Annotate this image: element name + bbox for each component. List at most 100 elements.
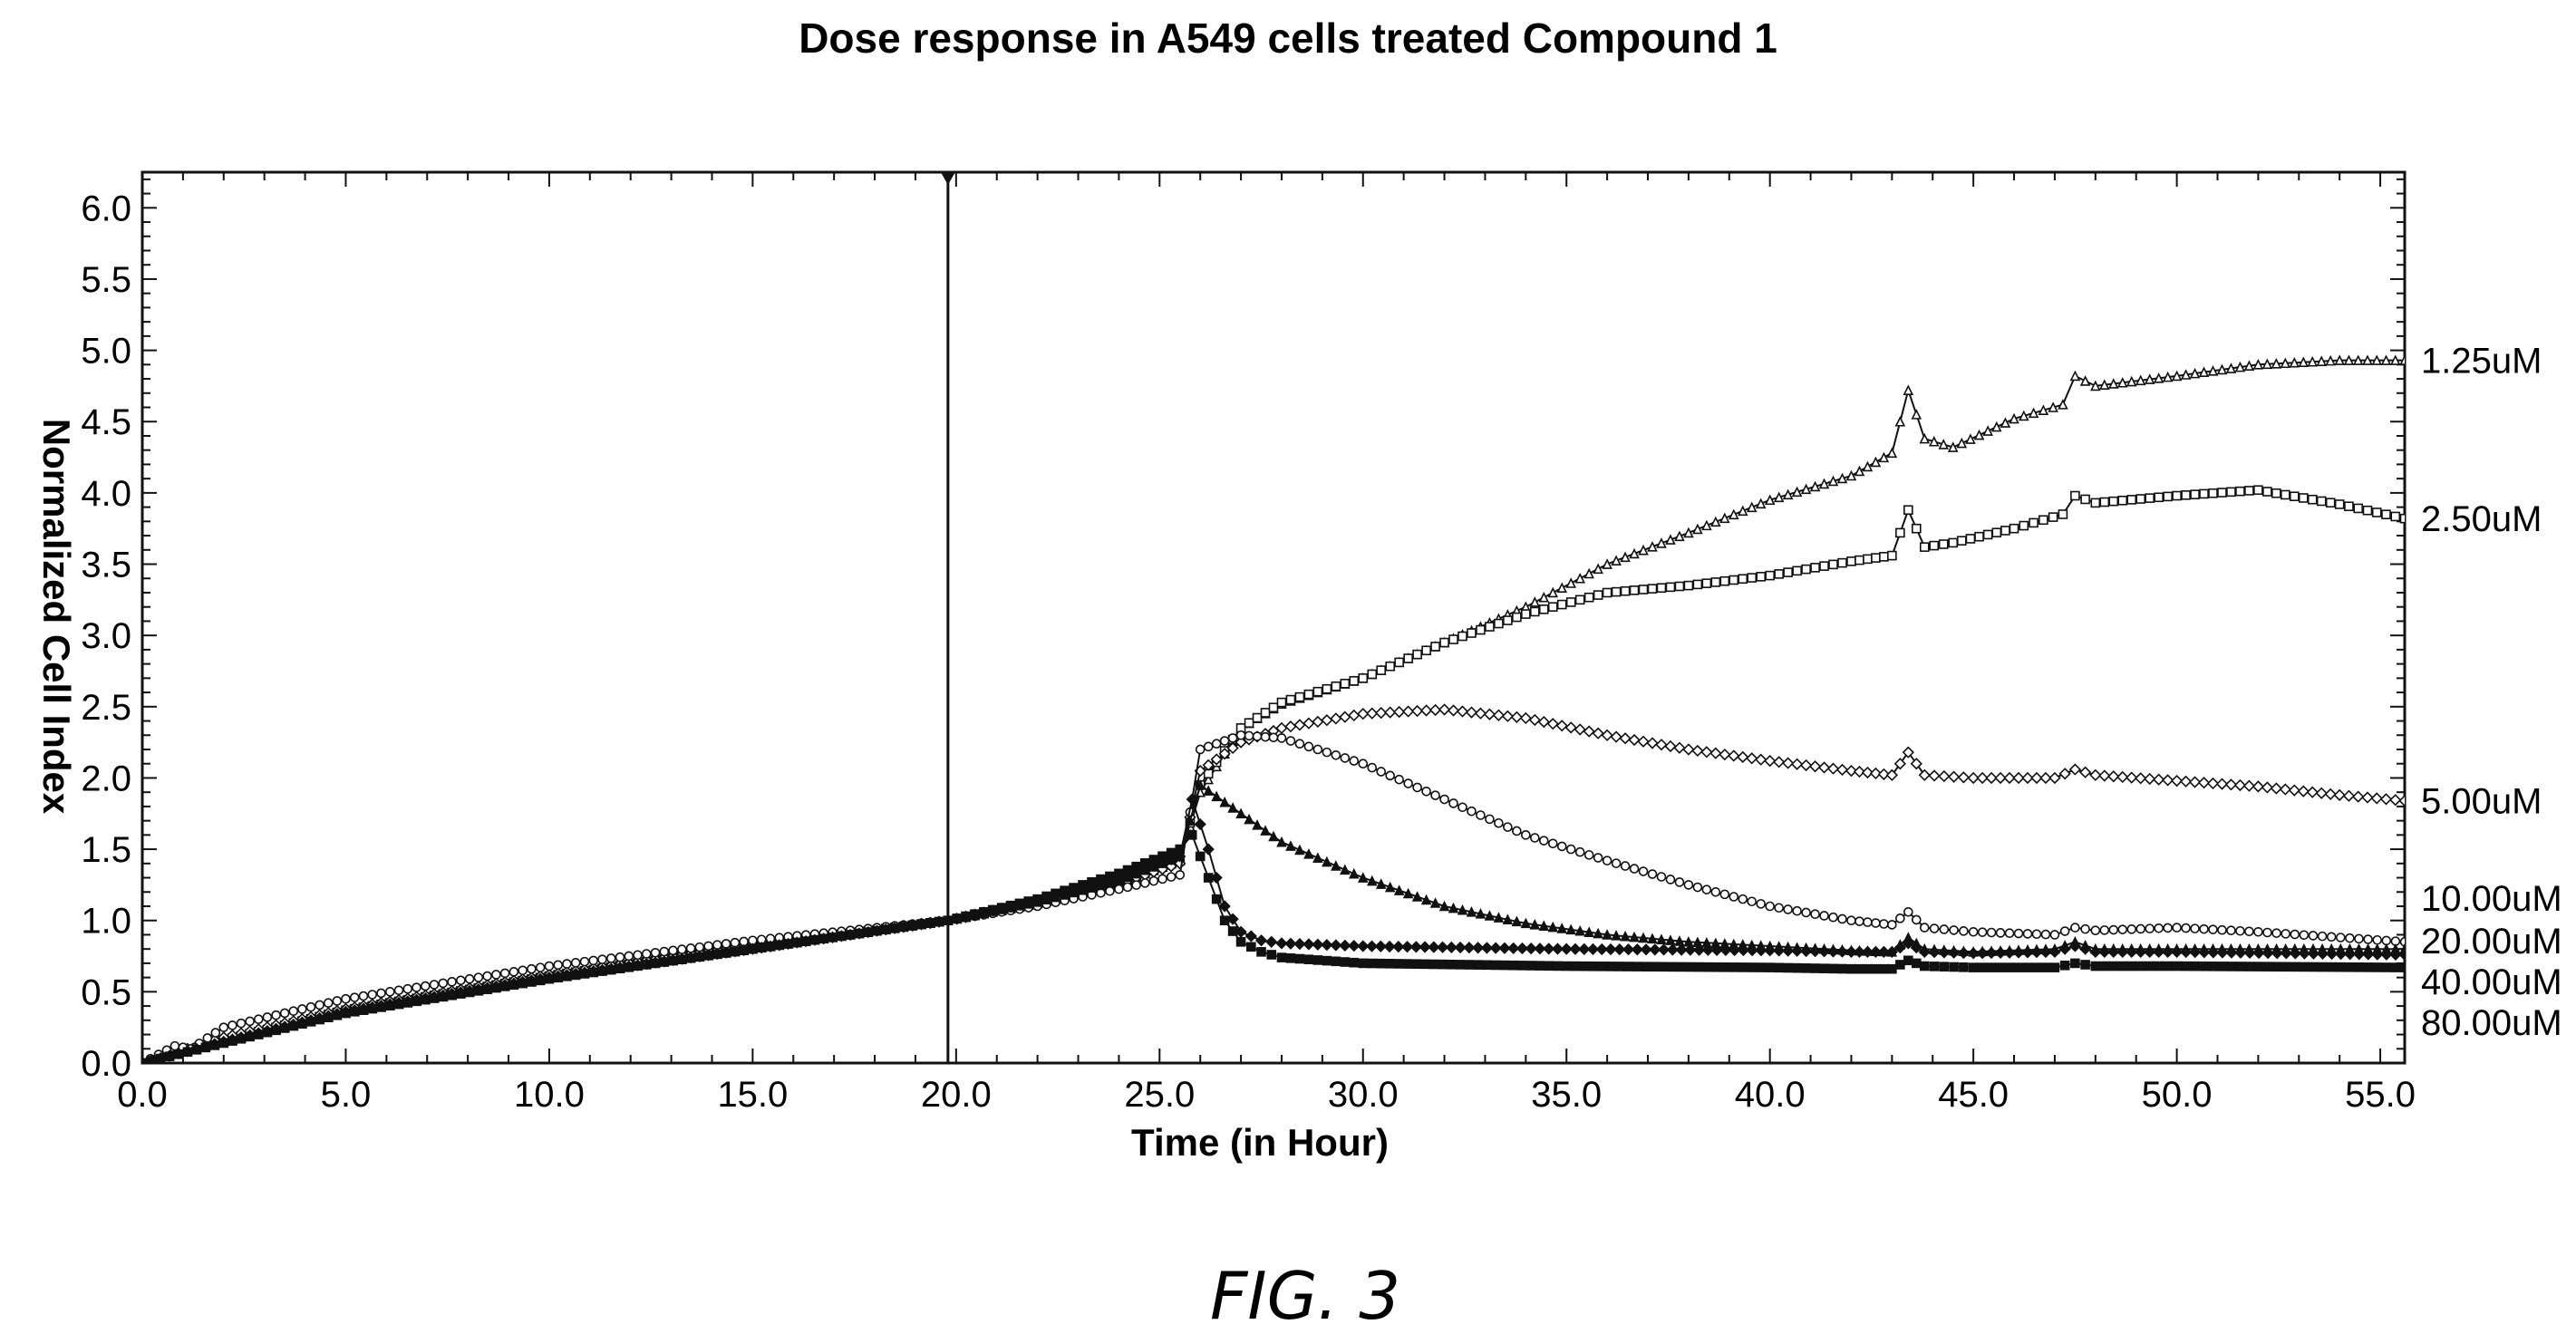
data-point [2171, 370, 2183, 382]
data-point [1210, 753, 1223, 766]
data-point [2280, 357, 2291, 369]
data-point [2361, 791, 2374, 804]
data-point [1602, 558, 1612, 569]
chart-title: Dose response in A549 cells treated Comp… [799, 14, 1777, 62]
data-point [2069, 370, 2081, 382]
data-point [1809, 480, 1821, 492]
data-point [2099, 379, 2110, 390]
data-point [1367, 762, 1378, 773]
data-point [447, 977, 457, 987]
data-point [1710, 943, 1723, 956]
data-point [1747, 896, 1758, 907]
data-point [1837, 914, 1847, 924]
data-point [1817, 761, 1831, 774]
data-point [1538, 920, 1550, 931]
data-point [2281, 489, 2290, 500]
x-tick-label: 10.0 [514, 1075, 585, 1115]
data-point [1986, 962, 1997, 972]
data-point [341, 1008, 351, 1019]
data-point [1402, 705, 1415, 718]
data-point [1157, 874, 1167, 884]
data-point [1665, 934, 1676, 945]
data-point [1701, 884, 1712, 894]
data-point [1122, 882, 1133, 893]
data-point [765, 942, 776, 952]
data-point [1692, 943, 1706, 956]
data-point [1774, 962, 1784, 973]
data-point [1227, 733, 1238, 743]
data-point [1358, 673, 1369, 683]
data-point [146, 1056, 157, 1063]
data-point [1493, 912, 1505, 923]
data-point [1836, 472, 1848, 484]
data-point [1738, 962, 1748, 972]
data-point [2039, 771, 2052, 785]
data-point [1737, 505, 1748, 517]
data-point [2161, 774, 2174, 787]
data-point [1938, 539, 1949, 549]
data-point [1218, 748, 1231, 760]
data-point [1610, 730, 1622, 743]
data-point [1400, 941, 1414, 953]
data-point [1919, 542, 1930, 552]
data-point [1719, 748, 1731, 761]
data-point [597, 966, 607, 976]
data-point [297, 1004, 307, 1014]
data-point [2217, 488, 2227, 498]
data-point [1428, 959, 1439, 970]
x-tick-labels: 0.0 5.0 10.0 15.0 20.0 25.0 30.0 35.0 40.0 45.0 50… [117, 1075, 2416, 1115]
data-point [2261, 946, 2274, 960]
data-point [1719, 512, 1730, 524]
data-point [1105, 885, 1115, 896]
data-point [730, 946, 741, 957]
data-point [2078, 766, 2092, 778]
data-point [1367, 958, 1377, 969]
data-point [1485, 622, 1495, 632]
data-point [438, 991, 449, 1002]
data-point [1087, 876, 1097, 887]
data-point [2000, 417, 2011, 428]
data-point [2235, 962, 2246, 972]
data-point [1629, 931, 1640, 942]
data-point [1148, 875, 1159, 886]
data-point [1828, 963, 1838, 974]
data-point [1530, 833, 1540, 843]
data-point [1911, 409, 1922, 420]
data-point [2135, 772, 2147, 785]
data-point [1285, 694, 1296, 705]
data-point [1595, 942, 1608, 956]
data-point [1949, 962, 1959, 972]
data-point [1482, 960, 1492, 971]
data-point [1520, 917, 1532, 929]
data-point [1330, 939, 1342, 952]
data-point [2116, 770, 2129, 784]
data-point [1114, 868, 1124, 879]
data-point [1276, 952, 1287, 962]
data-point [1419, 704, 1433, 717]
data-point [1709, 747, 1722, 759]
data-point [1629, 547, 1640, 559]
data-point [1676, 962, 1687, 972]
data-point [1628, 733, 1641, 747]
data-point [1556, 841, 1567, 852]
data-point [1666, 943, 1679, 956]
data-point [1764, 754, 1777, 768]
data-point [1819, 911, 1829, 921]
data-point [332, 1010, 343, 1020]
marker-arrow-icon [940, 172, 955, 185]
data-point [837, 931, 847, 942]
data-point [1837, 557, 1847, 568]
data-point [1525, 942, 1537, 955]
x-tick-label: 5.0 [321, 1075, 372, 1115]
data-point [1275, 937, 1288, 950]
data-point [1968, 962, 1979, 972]
data-point [2004, 962, 2015, 972]
data-point [1303, 938, 1315, 951]
data-point [1574, 572, 1585, 584]
data-point [2317, 931, 2328, 942]
data-point [2135, 494, 2146, 504]
data-point [2235, 925, 2245, 936]
data-point [200, 1042, 211, 1053]
data-point [2353, 503, 2363, 514]
data-point [1871, 963, 1881, 974]
